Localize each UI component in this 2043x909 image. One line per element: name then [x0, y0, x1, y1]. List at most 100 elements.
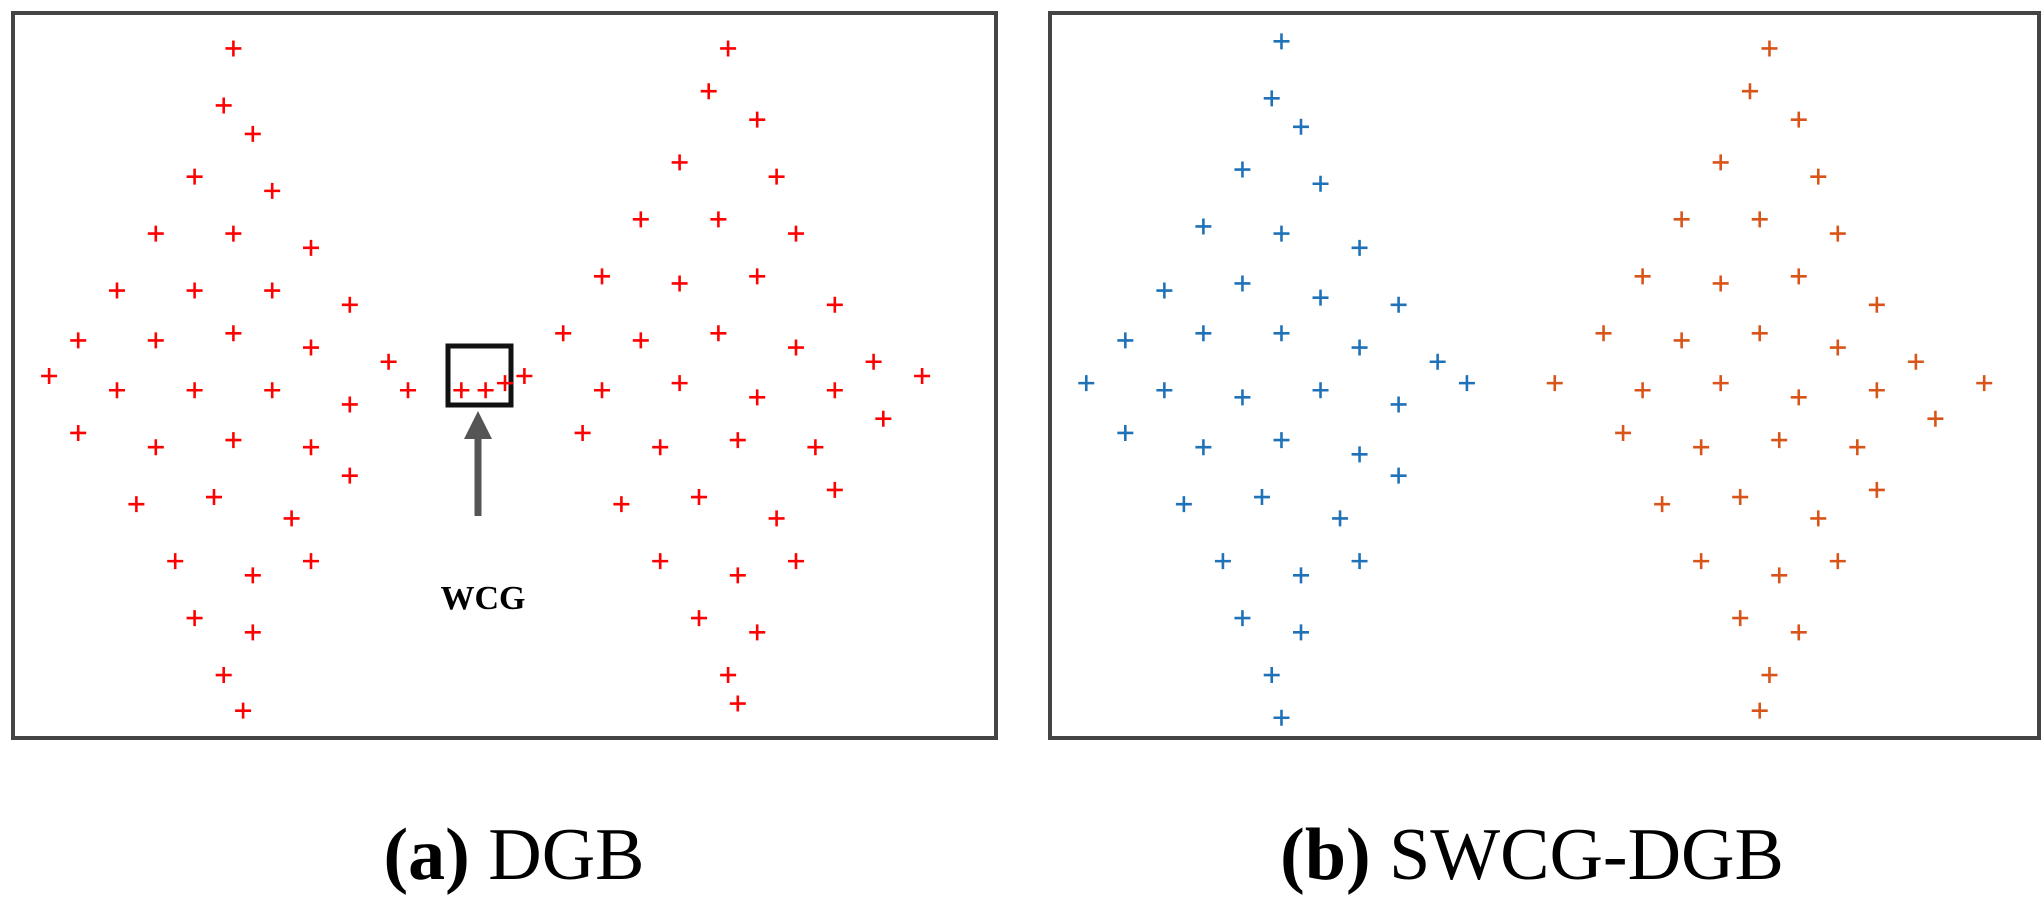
point [244, 567, 261, 584]
point [147, 439, 164, 456]
point [1868, 296, 1885, 313]
point [1273, 33, 1290, 50]
point [516, 368, 533, 384]
point [215, 667, 232, 684]
point [1829, 225, 1846, 242]
point [1732, 489, 1749, 506]
point [206, 489, 222, 506]
point [303, 339, 319, 356]
point [720, 667, 737, 684]
point [128, 496, 145, 513]
point [1390, 296, 1407, 313]
point [70, 424, 87, 441]
point [1273, 225, 1290, 242]
point [1263, 90, 1280, 107]
point [826, 296, 843, 313]
point [1712, 275, 1729, 292]
point [1810, 510, 1827, 527]
point [1761, 40, 1778, 57]
point [865, 353, 882, 370]
point [1293, 624, 1309, 641]
point [1771, 432, 1788, 449]
point [1234, 275, 1251, 292]
point [632, 211, 649, 228]
point [283, 510, 300, 527]
point [477, 382, 494, 399]
point [1634, 382, 1651, 399]
point [341, 296, 358, 313]
panel-title: SWCG-DGB [1389, 814, 1784, 896]
point [1810, 168, 1827, 185]
wcg-box [445, 343, 514, 408]
point [1615, 424, 1632, 441]
point [1712, 154, 1729, 171]
point [1214, 553, 1231, 570]
point [1273, 709, 1290, 726]
panel-title: DGB [488, 814, 644, 896]
point [1332, 510, 1349, 527]
point [244, 624, 261, 641]
point [109, 282, 125, 299]
point [749, 268, 766, 285]
point [380, 353, 397, 370]
point [244, 125, 261, 142]
point [1595, 325, 1612, 342]
point [1156, 382, 1173, 399]
point [594, 382, 610, 399]
point [807, 439, 824, 456]
point [555, 325, 572, 342]
point [1293, 118, 1309, 135]
point [1195, 325, 1212, 342]
point [1790, 111, 1807, 128]
point [1351, 446, 1368, 463]
point [875, 410, 892, 427]
point [186, 610, 203, 627]
point [826, 382, 843, 399]
point [1654, 496, 1671, 513]
point [1253, 489, 1270, 506]
point [1234, 161, 1251, 178]
point [729, 432, 746, 449]
point [594, 268, 610, 285]
point [109, 382, 125, 399]
point [632, 332, 649, 349]
point [1673, 332, 1690, 349]
point [341, 396, 358, 413]
point [497, 375, 513, 392]
point [1868, 481, 1885, 498]
point [710, 211, 727, 228]
point [1312, 382, 1329, 399]
point [788, 339, 804, 356]
point [1829, 553, 1846, 570]
point [1751, 211, 1768, 228]
point [186, 168, 203, 185]
point [1790, 624, 1807, 641]
point [70, 332, 87, 349]
point [303, 239, 319, 256]
point [1429, 353, 1446, 370]
point [1751, 325, 1768, 342]
point [691, 489, 707, 506]
point [1761, 667, 1778, 684]
point [671, 275, 688, 292]
caption: (b) SWCG-DGB [1280, 814, 1784, 896]
point [710, 325, 727, 342]
point [1156, 282, 1173, 299]
point [1732, 610, 1749, 627]
point [1195, 439, 1212, 456]
point [1546, 375, 1563, 392]
point [225, 325, 242, 342]
point [1712, 375, 1729, 392]
point [749, 111, 766, 128]
point [1312, 175, 1329, 192]
point [1390, 396, 1407, 413]
caption: (a) DGB [383, 814, 644, 896]
point [700, 83, 717, 100]
point [826, 481, 843, 498]
point [729, 567, 746, 584]
point [264, 382, 281, 399]
point [1273, 325, 1290, 342]
point [235, 702, 252, 719]
point [1634, 268, 1651, 285]
